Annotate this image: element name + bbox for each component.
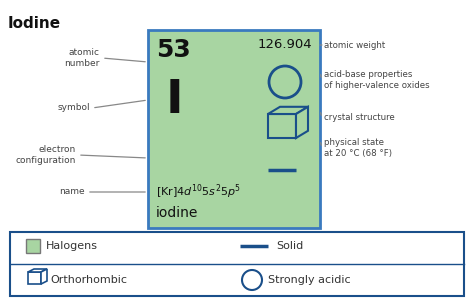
Polygon shape: [296, 107, 308, 138]
Bar: [26, 239, 40, 253]
Text: electron
configuration: electron configuration: [16, 145, 76, 165]
Bar: [268, 114, 296, 138]
Text: $\mathrm{[Kr]4}d^{10}\mathrm{5}s^{2}\mathrm{5}p^{5}$: $\mathrm{[Kr]4}d^{10}\mathrm{5}s^{2}\mat…: [156, 182, 241, 201]
Circle shape: [269, 66, 301, 98]
Circle shape: [242, 270, 262, 290]
Text: Halogens: Halogens: [46, 241, 98, 251]
Text: crystal structure: crystal structure: [324, 113, 395, 123]
Text: name: name: [59, 188, 85, 196]
Text: Iodine: Iodine: [8, 16, 61, 31]
Text: iodine: iodine: [156, 206, 199, 220]
Text: Strongly acidic: Strongly acidic: [268, 275, 351, 285]
Text: symbol: symbol: [57, 103, 90, 112]
Text: atomic
number: atomic number: [64, 48, 100, 68]
Bar: [28, 272, 41, 284]
Text: 126.904: 126.904: [257, 38, 312, 51]
Bar: [10, 232, 464, 296]
Text: physical state
at 20 °C (68 °F): physical state at 20 °C (68 °F): [324, 138, 392, 158]
Polygon shape: [28, 269, 47, 272]
Polygon shape: [268, 107, 308, 114]
Text: I: I: [166, 78, 183, 123]
Bar: [148, 30, 320, 228]
Text: acid-base properties
of higher-valence oxides: acid-base properties of higher-valence o…: [324, 70, 429, 90]
Text: Solid: Solid: [276, 241, 303, 251]
Text: atomic weight: atomic weight: [324, 40, 385, 50]
Polygon shape: [41, 269, 47, 284]
Text: Orthorhombic: Orthorhombic: [50, 275, 127, 285]
Text: 53: 53: [156, 38, 191, 62]
